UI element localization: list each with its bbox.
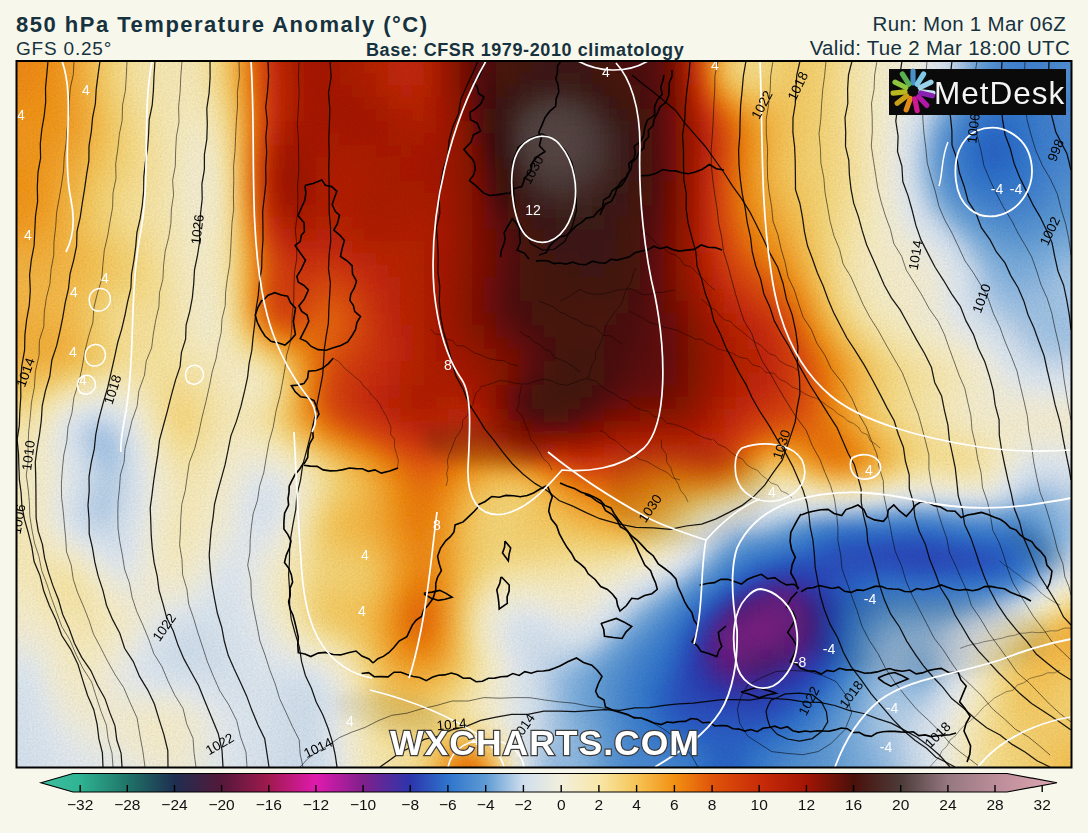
svg-text:-4: -4 [864, 591, 877, 607]
svg-text:32: 32 [1034, 796, 1051, 813]
svg-text:WXCHARTS.COM: WXCHARTS.COM [390, 723, 700, 763]
svg-text:4: 4 [101, 270, 109, 286]
svg-text:-4: -4 [823, 641, 836, 657]
svg-text:MetDesk: MetDesk [934, 75, 1065, 111]
svg-text:-4: -4 [886, 700, 899, 716]
svg-text:4: 4 [768, 484, 776, 500]
svg-text:-4: -4 [880, 739, 893, 755]
svg-text:4: 4 [82, 82, 90, 98]
svg-text:8: 8 [433, 517, 441, 533]
svg-text:−28: −28 [114, 796, 140, 813]
svg-text:28: 28 [986, 796, 1003, 813]
svg-text:4: 4 [70, 284, 78, 300]
svg-text:4: 4 [632, 796, 641, 813]
svg-text:2: 2 [595, 796, 604, 813]
svg-text:-4: -4 [1010, 181, 1023, 197]
svg-text:4: 4 [602, 64, 610, 80]
svg-text:−10: −10 [350, 796, 377, 813]
svg-text:8: 8 [444, 357, 452, 373]
svg-text:−20: −20 [208, 796, 235, 813]
svg-text:4: 4 [711, 57, 719, 73]
svg-text:−2: −2 [515, 796, 533, 813]
svg-text:−24: −24 [161, 796, 188, 813]
svg-text:4: 4 [17, 107, 25, 123]
svg-text:−4: −4 [477, 796, 495, 813]
svg-text:4: 4 [69, 344, 77, 360]
svg-text:10: 10 [751, 796, 769, 813]
svg-text:−8: −8 [401, 796, 419, 813]
svg-text:6: 6 [670, 796, 679, 813]
svg-text:20: 20 [892, 796, 910, 813]
svg-text:−12: −12 [303, 796, 329, 813]
svg-text:8: 8 [708, 796, 717, 813]
svg-text:4: 4 [79, 372, 87, 388]
svg-text:12: 12 [525, 202, 541, 218]
svg-text:16: 16 [845, 796, 862, 813]
svg-text:4: 4 [358, 603, 366, 619]
svg-text:−32: −32 [67, 796, 93, 813]
svg-text:4: 4 [24, 227, 32, 243]
svg-text:4: 4 [361, 547, 369, 563]
svg-text:4: 4 [346, 713, 354, 729]
svg-text:24: 24 [939, 796, 957, 813]
svg-text:12: 12 [798, 796, 815, 813]
svg-text:0: 0 [557, 796, 566, 813]
svg-text:4: 4 [865, 462, 873, 478]
svg-text:−6: −6 [439, 796, 457, 813]
svg-text:-4: -4 [991, 181, 1004, 197]
svg-text:-8: -8 [794, 654, 807, 670]
svg-text:−16: −16 [256, 796, 282, 813]
